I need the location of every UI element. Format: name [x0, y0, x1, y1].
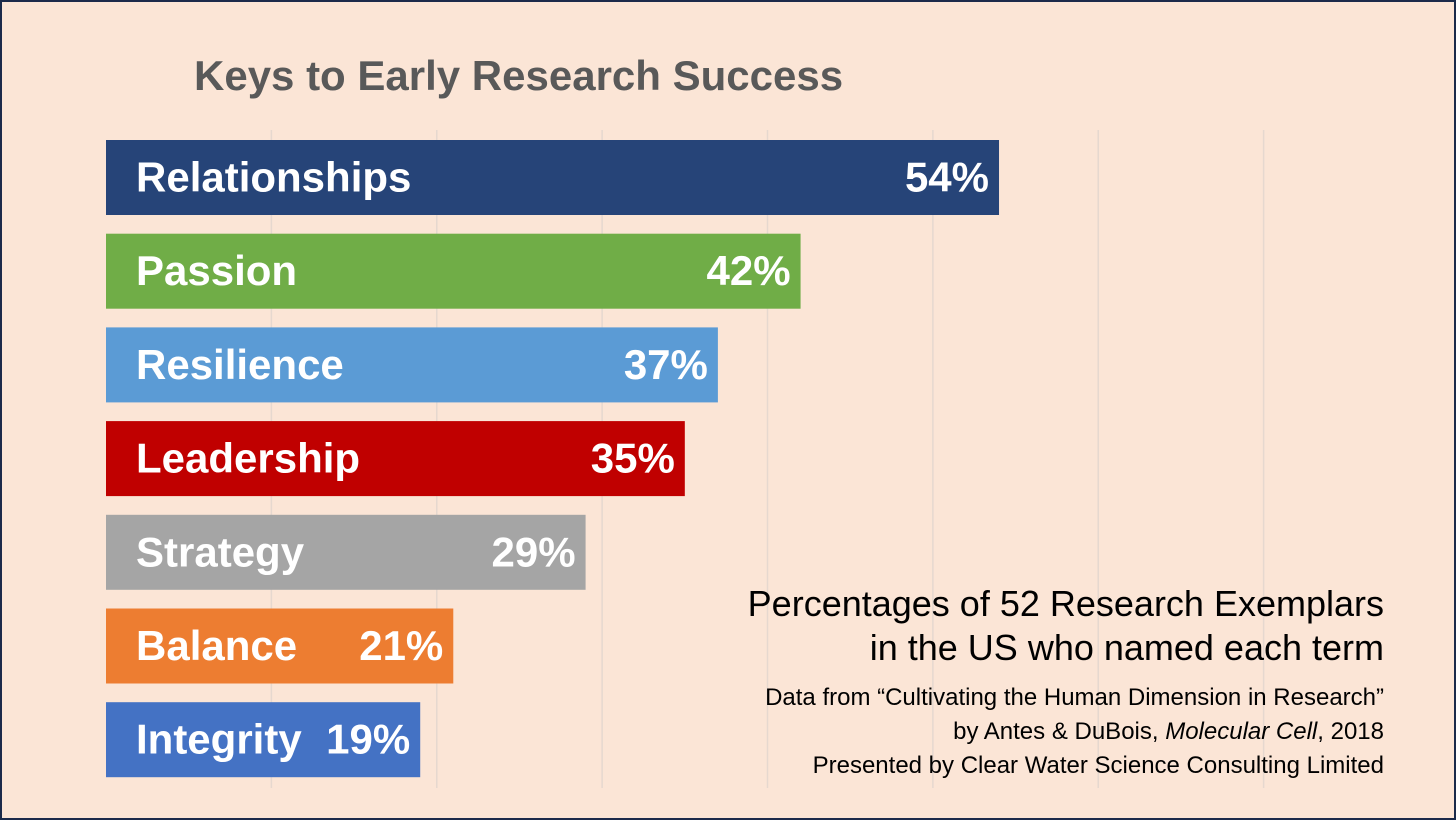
category-label-leadership: Leadership	[136, 435, 360, 482]
bar-strategy	[106, 514, 586, 590]
chart-caption: Percentages of 52 Research Exemplars in …	[748, 582, 1384, 670]
category-label-resilience: Resilience	[136, 341, 344, 388]
source-year: , 2018	[1317, 718, 1384, 745]
caption-line-2: in the US who named each term	[869, 627, 1384, 668]
caption-line-1: Percentages of 52 Research Exemplars	[747, 583, 1384, 624]
value-label-leadership: 35%	[591, 435, 675, 482]
chart-title: Keys to Early Research Success	[194, 52, 844, 99]
presenter-line: Presented by Clear Water Science Consult…	[812, 752, 1384, 779]
value-label-resilience: 37%	[624, 341, 708, 388]
category-label-integrity: Integrity	[136, 716, 302, 763]
bars: Relationships 54% Passion 42% Resilience 37% L…	[106, 140, 1000, 778]
value-label-balance: 21%	[359, 622, 443, 669]
bar-integrity	[106, 702, 421, 778]
value-label-relationships: 54%	[905, 154, 989, 201]
category-label-balance: Balance	[136, 622, 297, 669]
category-label-passion: Passion	[136, 247, 297, 294]
bar-relationships	[106, 140, 1000, 215]
source-journal: Molecular Cell	[1165, 718, 1318, 745]
source-line-2: by Antes & DuBois, Molecular Cell, 2018	[765, 715, 1384, 749]
value-label-passion: 42%	[707, 247, 791, 294]
bar-resilience	[106, 327, 718, 403]
value-label-strategy: 29%	[492, 528, 576, 575]
bar-passion	[106, 233, 801, 309]
category-label-relationships: Relationships	[136, 154, 411, 201]
value-label-integrity: 19%	[326, 716, 410, 763]
bar-balance	[106, 608, 454, 684]
category-label-strategy: Strategy	[136, 528, 305, 575]
source-note: Data from “Cultivating the Human Dimensi…	[765, 681, 1384, 783]
bar-leadership	[106, 421, 685, 497]
source-line-1: Data from “Cultivating the Human Dimensi…	[765, 684, 1384, 711]
source-authors: by Antes & DuBois,	[953, 718, 1166, 745]
